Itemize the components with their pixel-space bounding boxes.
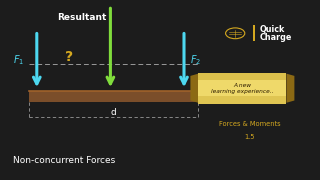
Polygon shape bbox=[286, 74, 294, 103]
Bar bbox=[253, 25, 255, 41]
Text: Charge: Charge bbox=[259, 33, 292, 42]
Text: 1.5: 1.5 bbox=[244, 134, 255, 140]
Text: Non-concurrent Forces: Non-concurrent Forces bbox=[13, 156, 115, 165]
Text: $\mathit{F}_1$: $\mathit{F}_1$ bbox=[13, 53, 24, 67]
Text: d: d bbox=[111, 108, 116, 117]
Text: A new
learning experience..: A new learning experience.. bbox=[211, 83, 274, 94]
Text: ?: ? bbox=[65, 50, 73, 64]
Bar bbox=[29, 91, 198, 102]
Text: Forces & Moments: Forces & Moments bbox=[219, 121, 280, 127]
Polygon shape bbox=[190, 74, 198, 103]
Polygon shape bbox=[198, 73, 286, 80]
Text: Resultant: Resultant bbox=[57, 14, 106, 22]
Polygon shape bbox=[198, 96, 286, 104]
Text: $\mathit{F}_2$: $\mathit{F}_2$ bbox=[190, 53, 202, 67]
Text: Quick: Quick bbox=[259, 25, 284, 34]
Polygon shape bbox=[198, 73, 286, 104]
